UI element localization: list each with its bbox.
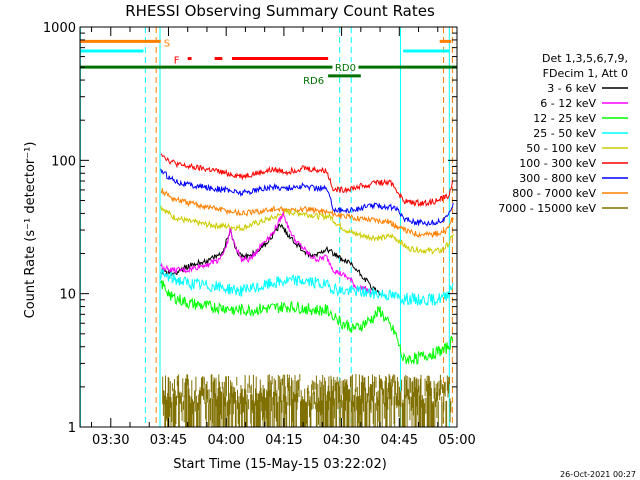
plot-layer: SF RD0 RD6 — [79, 27, 457, 427]
y-tick-label-0: 1 — [68, 421, 76, 436]
legend-header-line-1: Det 1,3,5,6,7,9, — [542, 52, 628, 65]
legend-label-3: 25 - 50 keV — [533, 127, 596, 140]
series-line-3 — [160, 205, 454, 255]
legend-label-8: 7000 - 15000 keV — [498, 202, 596, 215]
series-line-2 — [160, 188, 454, 239]
x-tick-label-2: 04:00 — [207, 433, 244, 448]
y-tick-label-2: 100 — [51, 154, 76, 169]
x-tick-label-0: 03:30 — [92, 433, 129, 448]
flag-label-rd0: RD0 — [335, 63, 356, 74]
series-line-0 — [160, 153, 454, 207]
series-line-7 — [160, 280, 454, 366]
flag-label-rd0-background — [332, 62, 359, 73]
x-tick-label-3: 04:15 — [265, 433, 302, 448]
x-tick-label-6: 05:00 — [438, 433, 475, 448]
flag-label-s: S — [164, 38, 170, 49]
legend-label-1: 6 - 12 keV — [540, 97, 596, 110]
legend-label-4: 50 - 100 keV — [526, 142, 596, 155]
series-line-6 — [160, 269, 454, 306]
y-tick-label-1: 10 — [59, 288, 76, 303]
plot-frame — [79, 26, 458, 428]
axis-layer: 1 10 100 1000 03:30 03:45 04:00 04:15 04:30 04:45… — [43, 21, 476, 448]
legend-label-7: 800 - 7000 keV — [512, 187, 596, 200]
legend-header-line-2: FDecim 1, Att 0 — [543, 67, 628, 80]
x-axis-label: Start Time (15-May-15 03:22:02) — [173, 457, 387, 472]
x-tick-label-1: 03:45 — [150, 433, 187, 448]
flag-label-rd6: RD6 — [303, 76, 324, 87]
x-tick-label-4: 04:30 — [323, 433, 360, 448]
footer-date: 26-Oct-2021 00:27 — [560, 470, 636, 479]
legend-layer: 3 - 6 keV 6 - 12 keV 12 - 25 keV 25 - 50 ke… — [498, 82, 628, 215]
series-7000-15000-kev-noise — [162, 374, 452, 427]
x-tick-label-5: 04:45 — [381, 433, 418, 448]
legend-label-0: 3 - 6 keV — [547, 82, 596, 95]
y-axis-label: Count Rate (s⁻¹ detector⁻¹) — [23, 142, 38, 319]
chart-title: RHESSI Observing Summary Count Rates — [125, 2, 435, 20]
y-tick-label-3: 1000 — [43, 21, 76, 36]
series-line-4 — [160, 223, 381, 297]
legend-label-2: 12 - 25 keV — [533, 112, 596, 125]
flag-label-f: F — [174, 56, 180, 67]
series-line-1 — [160, 168, 454, 227]
legend-label-5: 100 - 300 keV — [519, 157, 596, 170]
legend-label-6: 300 - 800 keV — [519, 172, 596, 185]
series-line-5 — [160, 210, 373, 295]
